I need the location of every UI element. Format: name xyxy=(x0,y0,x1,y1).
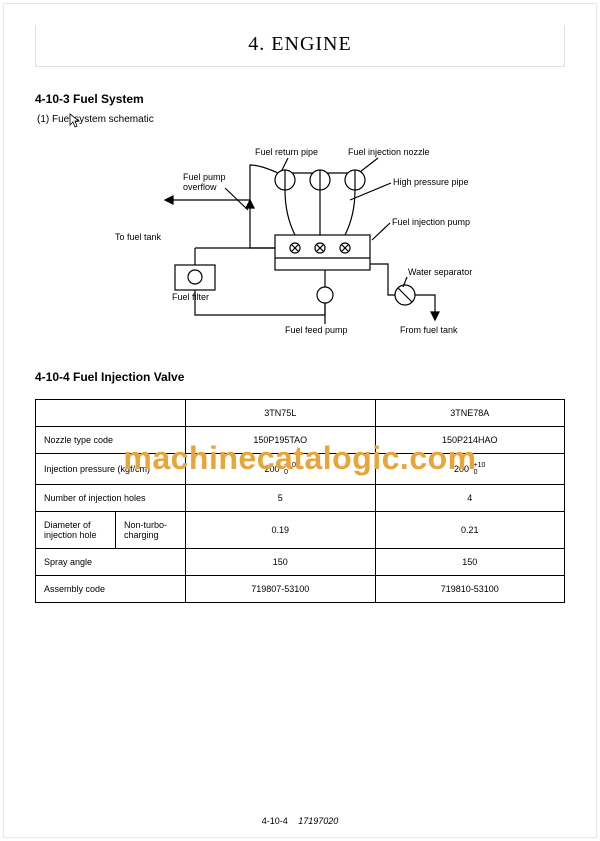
table-cell: 200 +10 0 xyxy=(375,454,565,485)
cursor-icon xyxy=(69,113,83,132)
label-feed-pump: Fuel feed pump xyxy=(285,325,348,335)
table-cell-label: Number of injection holes xyxy=(36,485,186,512)
section-heading-2: 4-10-4 Fuel Injection Valve xyxy=(35,370,565,384)
table-cell-label: Spray angle xyxy=(36,549,186,576)
table-row: Injection pressure (kgf/cm) 200 +10 0 20… xyxy=(36,454,565,485)
label-high-pressure: High pressure pipe xyxy=(393,177,469,187)
dia-l2: injection hole xyxy=(44,530,97,540)
tol-bot: 0 xyxy=(474,469,478,476)
table-cell: 0.19 xyxy=(186,512,376,549)
table-header-col1: 3TN75L xyxy=(186,400,376,427)
table-cell-label: Diameter of injection hole xyxy=(36,512,116,549)
subsection-item-1: (1) Fuel system schematic xyxy=(37,114,565,125)
pressure-main: 200 xyxy=(454,464,469,474)
table-cell: 4 xyxy=(375,485,565,512)
table-cell-label: Injection pressure (kgf/cm) xyxy=(36,454,186,485)
pressure-main: 200 xyxy=(265,464,280,474)
table-cell: 200 +10 0 xyxy=(186,454,376,485)
tol-bot: 0 xyxy=(284,469,288,476)
page-content: 4. ENGINE 4-10-3 Fuel System (1) Fuel sy… xyxy=(0,0,600,841)
label-water-sep: Water separator xyxy=(408,267,472,277)
table-row: Assembly code 719807-53100 719810-53100 xyxy=(36,576,565,603)
table-cell: 719807-53100 xyxy=(186,576,376,603)
tol-top: +10 xyxy=(474,462,486,469)
page-title: 4. ENGINE xyxy=(36,25,564,56)
fuel-schematic-diagram: Fuel return pipe Fuel injection nozzle F… xyxy=(110,140,490,340)
tol-top: +10 xyxy=(284,462,296,469)
label-to-tank: To fuel tank xyxy=(115,232,162,242)
table-cell: 150P214HAO xyxy=(375,427,565,454)
footer-doc-number: 17197020 xyxy=(298,816,338,826)
label-fuel-filter: Fuel filter xyxy=(172,292,209,302)
section-heading-1: 4-10-3 Fuel System xyxy=(35,92,565,106)
table-row: Number of injection holes 5 4 xyxy=(36,485,565,512)
table-cell: 0.21 xyxy=(375,512,565,549)
label-from-tank: From fuel tank xyxy=(400,325,458,335)
table-cell-label: Nozzle type code xyxy=(36,427,186,454)
label-pump-overflow-1: Fuel pump xyxy=(183,172,226,182)
table-cell-label: Assembly code xyxy=(36,576,186,603)
table-cell-sublabel: Non-turbo- charging xyxy=(116,512,186,549)
label-pump-overflow-2: overflow xyxy=(183,182,217,192)
table-cell: 5 xyxy=(186,485,376,512)
sub-item-text: (1) Fuel system schematic xyxy=(37,114,154,125)
table-row: Diameter of injection hole Non-turbo- ch… xyxy=(36,512,565,549)
table-cell: 150P195TAO xyxy=(186,427,376,454)
table-cell: 150 xyxy=(375,549,565,576)
pressure-tol: +10 0 xyxy=(284,462,296,476)
title-box: 4. ENGINE xyxy=(35,25,565,67)
table-cell-blank xyxy=(36,400,186,427)
table-row: 3TN75L 3TNE78A xyxy=(36,400,565,427)
table-cell: 719810-53100 xyxy=(375,576,565,603)
label-injection-pump: Fuel injection pump xyxy=(392,217,470,227)
table-cell: 150 xyxy=(186,549,376,576)
page-footer: 4-10-4 17197020 xyxy=(0,816,600,826)
dia-sub1: Non-turbo- xyxy=(124,520,167,530)
table-header-col2: 3TNE78A xyxy=(375,400,565,427)
dia-l1: Diameter of xyxy=(44,520,91,530)
footer-page-number: 4-10-4 xyxy=(262,816,288,826)
spec-table: 3TN75L 3TNE78A Nozzle type code 150P195T… xyxy=(35,399,565,603)
label-return-pipe: Fuel return pipe xyxy=(255,147,318,157)
dia-sub2: charging xyxy=(124,530,159,540)
table-row: Nozzle type code 150P195TAO 150P214HAO xyxy=(36,427,565,454)
table-row: Spray angle 150 150 xyxy=(36,549,565,576)
label-injection-nozzle: Fuel injection nozzle xyxy=(348,147,430,157)
pressure-tol: +10 0 xyxy=(474,462,486,476)
